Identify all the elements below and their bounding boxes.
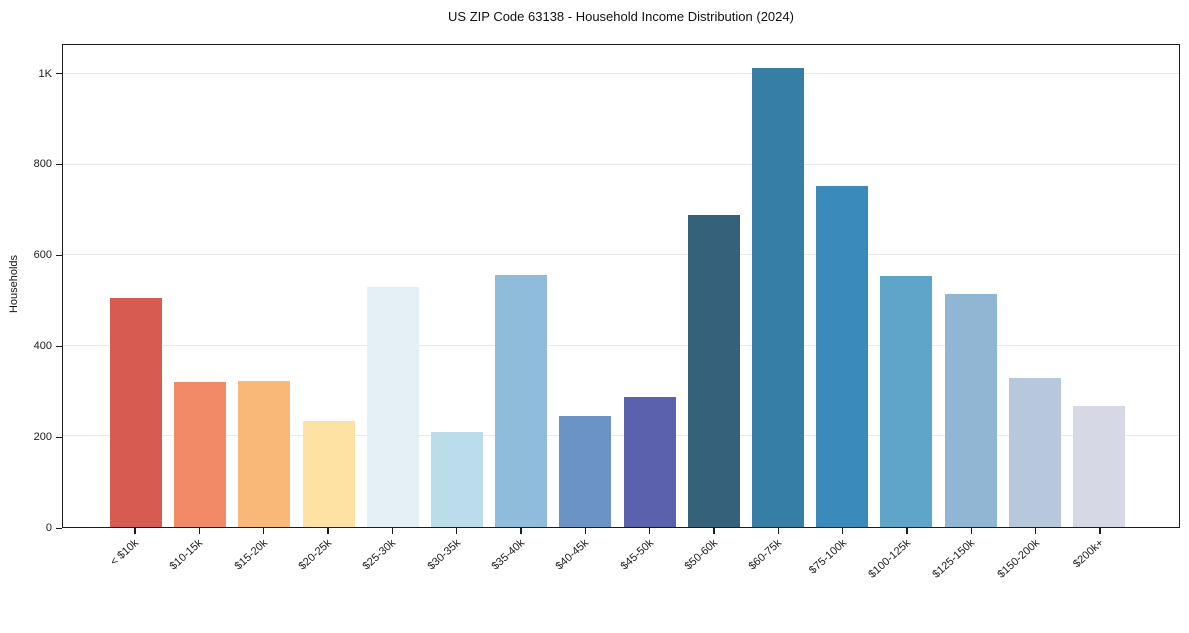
x-tick-mark: [648, 528, 651, 534]
x-tick-mark: [777, 528, 779, 534]
x-tick-mark: [906, 528, 908, 534]
x-tick-mark: [520, 528, 522, 534]
bar-< $10k: [110, 298, 163, 527]
bar-slot: [1003, 45, 1067, 527]
bar-slot: [104, 45, 168, 527]
y-tick-label-600: 600: [33, 249, 52, 262]
x-tick-mark: [1099, 528, 1101, 534]
bar-$10-15k: [174, 382, 227, 527]
y-tick-mark: [56, 436, 62, 438]
y-tick-label-0: 0: [45, 522, 52, 534]
bar-$100-125k: [880, 276, 933, 527]
y-tick-label-200: 200: [33, 431, 52, 444]
bar-$60-75k: [751, 67, 804, 527]
y-tick-label-1K: 1K: [38, 67, 52, 80]
x-tick-mark: [584, 528, 587, 534]
bar-$15-20k: [238, 380, 291, 527]
bar-slot: [618, 45, 682, 527]
x-tick-mark: [456, 528, 458, 534]
x-tick-mark: [1034, 528, 1037, 534]
gridline-400: [63, 344, 1179, 346]
bar-slot: [938, 45, 1002, 527]
bar-$35-40k: [495, 275, 548, 527]
y-tick-mark: [56, 527, 62, 529]
plot-area: [62, 44, 1180, 528]
gridline-600: [63, 254, 1179, 256]
y-tick-label-400: 400: [33, 340, 52, 353]
bar-slot: [1067, 45, 1131, 527]
bar-$30-35k: [431, 431, 484, 527]
bar-$200k+: [1072, 406, 1125, 527]
bar-$50-60k: [687, 214, 740, 527]
bar-slot: [553, 45, 617, 527]
gridline-800: [63, 163, 1179, 165]
bar-series: [63, 45, 1179, 527]
x-tick-mark: [841, 528, 844, 534]
x-tick-mark: [970, 528, 972, 534]
y-axis-label: Households: [8, 254, 20, 314]
bar-$45-50k: [623, 396, 676, 527]
bar-slot: [874, 45, 938, 527]
x-tick-mark: [263, 528, 265, 534]
bar-$40-45k: [559, 415, 612, 527]
bar-$25-30k: [366, 287, 419, 527]
x-tick-mark: [198, 528, 201, 534]
bar-slot: [168, 45, 232, 527]
x-tick-mark: [327, 528, 329, 534]
gridline-200: [63, 435, 1179, 437]
y-tick-mark: [56, 254, 62, 257]
bar-slot: [746, 45, 810, 527]
y-tick-mark: [56, 163, 62, 166]
bar-$150-200k: [1008, 377, 1061, 527]
bar-$125-150k: [944, 294, 997, 527]
x-tick-mark: [391, 528, 394, 534]
chart-title: US ZIP Code 63138 - Household Income Dis…: [448, 9, 794, 24]
y-tick-mark: [56, 73, 62, 75]
bar-$20-25k: [302, 420, 355, 527]
bar-slot: [297, 45, 361, 527]
bar-slot: [810, 45, 874, 527]
bar-slot: [232, 45, 296, 527]
bar-slot: [425, 45, 489, 527]
x-tick-mark: [713, 528, 715, 534]
bar-slot: [489, 45, 553, 527]
chart-figure: US ZIP Code 63138 - Household Income Dis…: [8, 9, 1180, 581]
bar-slot: [682, 45, 746, 527]
y-tick-label-800: 800: [33, 158, 52, 171]
y-tick-mark: [56, 345, 62, 348]
x-tick-mark: [134, 528, 136, 534]
bar-$75-100k: [816, 186, 869, 527]
bar-slot: [361, 45, 425, 527]
x-tick-label-< $10k: < $10k: [108, 537, 142, 569]
gridline-1K: [63, 73, 1179, 75]
